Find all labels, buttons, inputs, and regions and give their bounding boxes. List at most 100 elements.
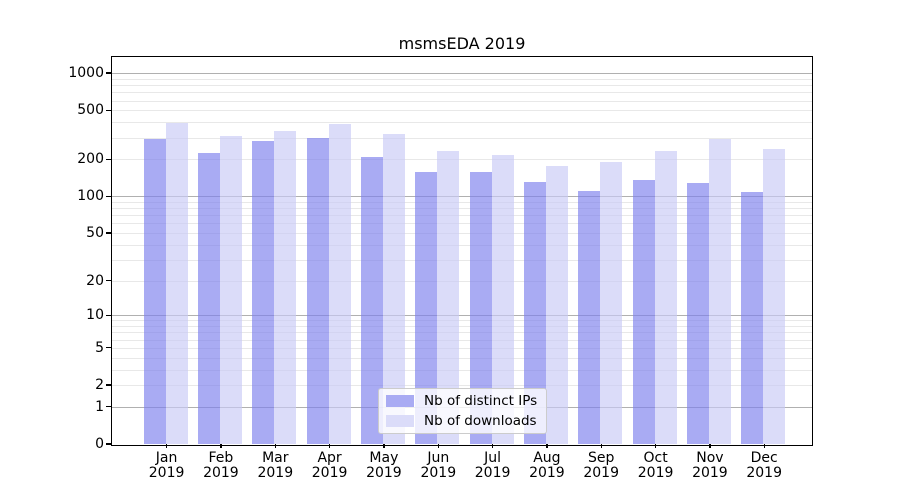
- x-tick-label: Aug 2019: [529, 450, 565, 481]
- y-tick-mark: [106, 195, 112, 197]
- minor-gridline: [112, 78, 812, 80]
- y-tick-mark: [106, 347, 112, 349]
- x-tick-mark: [491, 444, 494, 448]
- minor-gridline: [112, 357, 812, 359]
- x-tick-mark: [600, 444, 602, 448]
- y-tick-label: 500: [77, 102, 104, 119]
- y-tick-mark: [106, 158, 112, 160]
- minor-gridline: [112, 280, 812, 282]
- x-tick-label: Sep 2019: [583, 450, 619, 481]
- bar-distinct-ips: [469, 172, 492, 444]
- x-tick-mark: [165, 444, 168, 448]
- bar-downloads: [600, 161, 623, 444]
- legend-entry-downloads: Nb of downloads: [386, 414, 542, 428]
- minor-gridline: [112, 201, 812, 203]
- minor-gridline: [112, 326, 812, 327]
- plot-area: [112, 57, 812, 444]
- y-tick-mark: [106, 232, 112, 234]
- y-tick-mark: [106, 279, 112, 282]
- x-tick-mark: [437, 444, 439, 448]
- x-tick-mark: [274, 444, 276, 448]
- bar-downloads: [274, 130, 297, 444]
- x-tick-mark: [546, 444, 548, 448]
- legend-swatch-downloads: [386, 415, 414, 427]
- x-tick-label: Jul 2019: [474, 450, 511, 481]
- x-tick-label: Dec 2019: [746, 450, 782, 481]
- x-tick-mark: [763, 444, 765, 448]
- bar-downloads: [654, 151, 677, 444]
- x-tick-label: Mar 2019: [257, 450, 294, 481]
- bar-downloads: [165, 122, 188, 444]
- legend-entry-distinct-ips: Nb of distinct IPs: [386, 394, 542, 408]
- minor-gridline: [112, 110, 812, 112]
- y-tick-mark: [106, 314, 112, 316]
- bar-downloads: [437, 151, 460, 444]
- y-tick-label: 200: [77, 151, 104, 168]
- y-tick-label: 2: [95, 377, 104, 393]
- y-tick-mark: [106, 443, 112, 445]
- minor-gridline: [112, 92, 812, 94]
- x-tick-label: Oct 2019: [637, 450, 674, 481]
- minor-gridline: [112, 339, 812, 341]
- bar-distinct-ips: [523, 182, 546, 444]
- y-tick-label: 0: [95, 436, 104, 452]
- bar-downloads: [708, 139, 731, 444]
- bar-distinct-ips: [306, 137, 329, 444]
- minor-gridline: [112, 232, 812, 234]
- legend-label-downloads: Nb of downloads: [424, 413, 537, 429]
- minor-gridline: [112, 385, 812, 386]
- minor-gridline: [112, 208, 812, 210]
- minor-gridline: [112, 369, 812, 371]
- x-tick-mark: [383, 444, 385, 448]
- minor-gridline: [112, 215, 812, 217]
- y-tick-label: 100: [77, 188, 104, 205]
- minor-gridline: [112, 85, 812, 87]
- y-tick-mark: [106, 406, 112, 408]
- x-tick-mark: [709, 444, 711, 448]
- minor-gridline: [112, 244, 812, 246]
- minor-gridline: [112, 259, 812, 261]
- legend: Nb of distinct IPs Nb of downloads: [378, 388, 547, 434]
- y-tick-label: 5: [95, 339, 104, 356]
- bar-distinct-ips: [143, 139, 166, 444]
- minor-gridline: [112, 320, 812, 322]
- x-tick-label: Nov 2019: [692, 450, 728, 481]
- bar-downloads: [219, 135, 242, 444]
- y-tick-mark: [106, 109, 112, 111]
- bar-downloads: [491, 154, 514, 444]
- bar-distinct-ips: [415, 171, 438, 444]
- bar-distinct-ips: [578, 190, 601, 444]
- bar-downloads: [328, 124, 351, 444]
- minor-gridline: [112, 332, 812, 334]
- bar-distinct-ips: [252, 141, 275, 444]
- y-tick-mark: [106, 384, 112, 386]
- major-gridline: [112, 315, 812, 317]
- y-tick-label: 50: [86, 224, 104, 241]
- x-tick-label: Feb 2019: [203, 450, 239, 481]
- y-tick-label: 1: [95, 398, 104, 415]
- minor-gridline: [112, 122, 812, 124]
- bar-distinct-ips: [360, 156, 383, 444]
- bar-distinct-ips: [741, 191, 764, 444]
- x-tick-label: Jan 2019: [148, 450, 185, 481]
- bar-downloads: [382, 134, 405, 444]
- bar-distinct-ips: [686, 183, 709, 444]
- x-tick-label: Apr 2019: [311, 450, 348, 481]
- bar-downloads: [763, 149, 786, 444]
- y-tick-label: 20: [86, 272, 104, 289]
- major-gridline: [112, 196, 812, 198]
- minor-gridline: [112, 347, 812, 349]
- minor-gridline: [112, 223, 812, 225]
- legend-swatch-distinct-ips: [386, 395, 414, 407]
- x-tick-mark: [220, 444, 222, 448]
- bar-distinct-ips: [197, 153, 220, 444]
- x-tick-label: May 2019: [366, 450, 402, 481]
- y-tick-label: 10: [86, 307, 104, 324]
- minor-gridline: [112, 159, 812, 161]
- major-gridline: [112, 73, 812, 75]
- bar-distinct-ips: [632, 180, 655, 444]
- chart-title: msmsEDA 2019: [398, 34, 526, 53]
- x-tick-label: Jun 2019: [420, 450, 457, 481]
- y-tick-label: 1000: [68, 65, 104, 82]
